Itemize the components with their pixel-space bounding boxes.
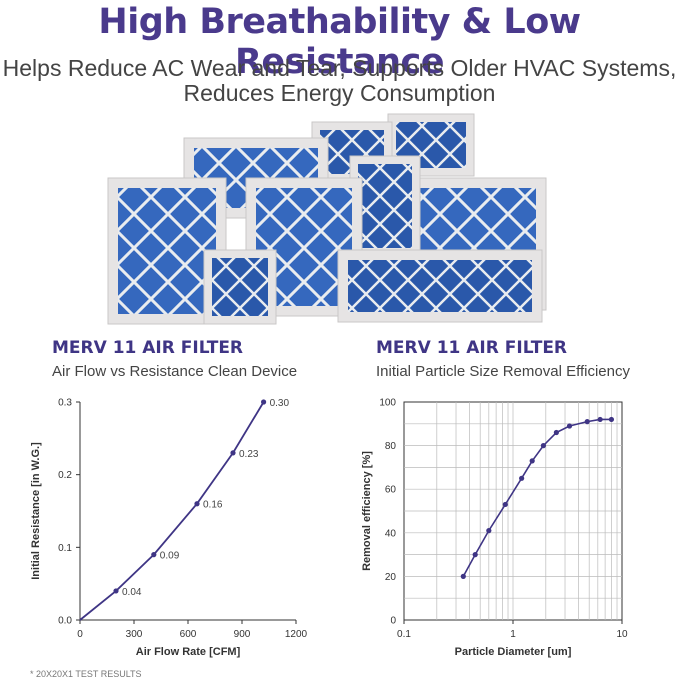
left-data-point (113, 588, 119, 594)
left-data-label: 0.23 (239, 449, 259, 460)
left-x-tick-label: 300 (126, 629, 143, 640)
right-y-tick-label: 20 (385, 572, 397, 583)
left-data-point (261, 399, 267, 405)
filter-small-front (203, 249, 277, 325)
left-data-label: 0.16 (203, 500, 223, 511)
right-data-point (529, 458, 535, 464)
headline: High Breathability & Low Resistance (98, 2, 581, 82)
subtitle-line-1: Helps Reduce AC Wear and Tear, Supports … (2, 55, 677, 81)
right-data-point (553, 429, 559, 436)
right-x-tick-label: 0.1 (397, 629, 411, 640)
left-y-tick-label: 0.1 (58, 543, 72, 554)
footnote: * 20X20X1 TEST RESULTS (30, 669, 142, 679)
air-filters-image (107, 113, 547, 325)
left-x-axis-label: Air Flow Rate [CFM] (136, 646, 241, 658)
right-data-point (608, 416, 615, 423)
right-data-point (502, 501, 508, 508)
filter-wide-front (337, 249, 543, 323)
left-y-tick-label: 0.3 (58, 398, 72, 409)
left-y-tick-label: 0.2 (58, 470, 72, 481)
right-data-point (566, 423, 573, 429)
right-y-tick-label: 40 (385, 528, 397, 539)
left-series-line (79, 401, 265, 621)
left-data-point (194, 501, 200, 507)
right-x-tick-label: 10 (616, 629, 628, 640)
right-y-tick-label: 0 (390, 616, 396, 627)
left-data-label: 0.04 (122, 587, 142, 598)
right-data-point (460, 573, 466, 580)
left-data-label: 0.30 (270, 398, 290, 409)
right-y-tick-label: 60 (385, 485, 397, 496)
right-data-point (519, 475, 525, 481)
right-data-point (486, 528, 492, 534)
left-x-tick-label: 900 (234, 629, 251, 640)
right-x-tick-label: 1 (510, 629, 516, 640)
right-data-point (540, 443, 546, 449)
left-data-label: 0.09 (160, 551, 180, 562)
left-x-tick-label: 600 (180, 629, 197, 640)
left-x-tick-label: 0 (77, 629, 83, 640)
right-chart-title: MERV 11 AIR FILTER (376, 338, 568, 358)
right-y-axis-label: Removal efficiency [%] (361, 451, 373, 571)
right-data-point (584, 419, 590, 425)
right-x-axis-label: Particle Diameter [um] (455, 646, 572, 658)
left-chart-subtitle: Air Flow vs Resistance Clean Device (52, 363, 298, 380)
right-chart-subtitle: Initial Particle Size Removal Efficiency (376, 363, 630, 380)
right-y-tick-label: 80 (385, 441, 397, 452)
left-x-tick-label: 1200 (285, 629, 308, 640)
subtitle-line-2: Reduces Energy Consumption (183, 80, 496, 106)
left-data-point (230, 450, 236, 456)
left-chart-title: MERV 11 AIR FILTER (52, 338, 244, 358)
right-data-point (472, 552, 478, 558)
right-data-point (597, 416, 603, 423)
left-y-tick-label: 0.0 (58, 616, 72, 627)
left-data-point (151, 552, 157, 558)
right-y-tick-label: 100 (379, 398, 396, 409)
left-y-axis-label: Initial Resistance [in W.G.] (30, 442, 42, 580)
